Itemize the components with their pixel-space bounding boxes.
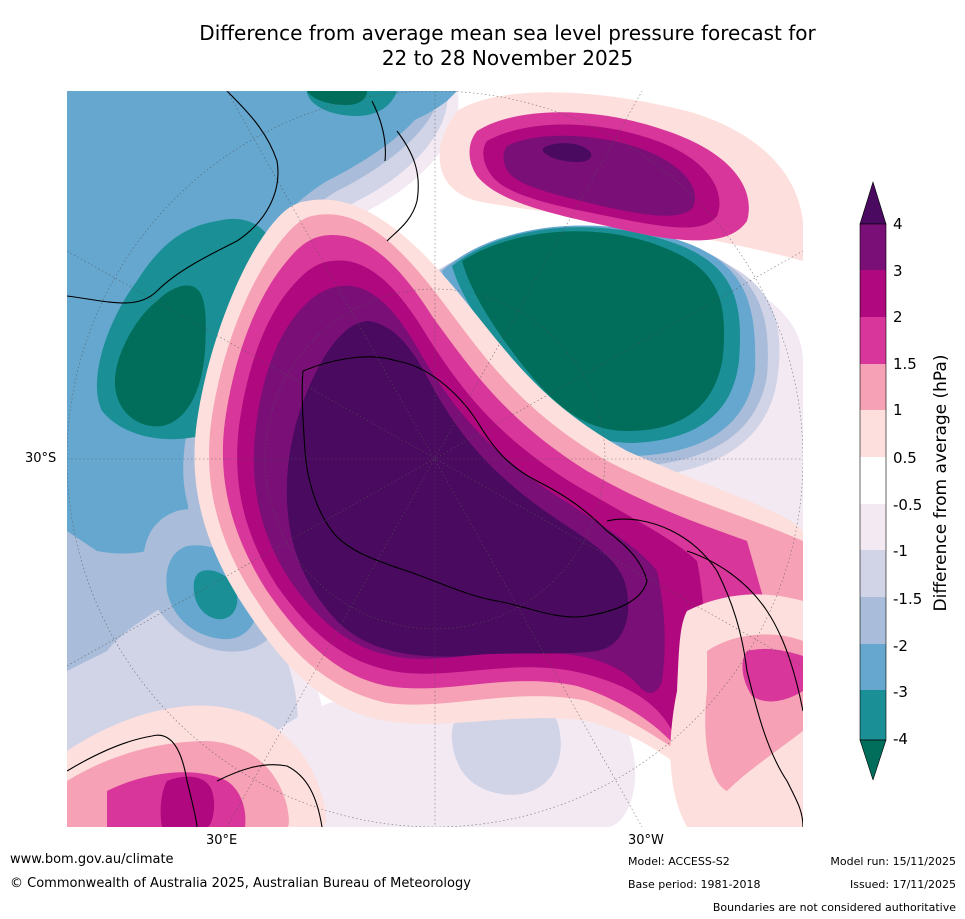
colorbar-tick-label: 3 (893, 262, 903, 280)
colorbar-tick-label: -4 (893, 730, 908, 748)
issued-date: Issued: 17/11/2025 (849, 878, 956, 891)
map-title: Difference from average mean sea level p… (150, 21, 865, 71)
title-line-1: Difference from average mean sea level p… (199, 21, 816, 45)
colorbar-tick-label: -1.5 (893, 590, 923, 608)
colorbar-tick-label: 2 (893, 308, 903, 326)
positive-anomaly-southafrica (67, 705, 326, 827)
colorbar-band-neutral (860, 457, 886, 504)
coastlines (67, 91, 803, 827)
colorbar-outline (859, 223, 887, 741)
positive-anomaly-antarctica (194, 199, 803, 806)
title-line-2: 22 to 28 November 2025 (381, 46, 634, 70)
negative-anomaly-south-pacific (407, 225, 803, 551)
boundaries-disclaimer: Boundaries are not considered authoritat… (712, 901, 956, 914)
footer-url[interactable]: www.bom.gov.au/climate (10, 852, 174, 867)
graticule (67, 91, 803, 827)
lat-label-30s: 30°S (25, 451, 57, 466)
colorbar-cap-top (859, 180, 887, 225)
lon-label-30e: 30°E (206, 833, 238, 848)
colorbar-tick-label: -1 (893, 542, 908, 560)
colorbar-band-0_5to1 (860, 410, 886, 457)
pressure-anomaly-map (67, 91, 803, 827)
base-period: Base period: 1981-2018 (628, 878, 761, 891)
colorbar-band-1to1_5 (860, 364, 886, 410)
colorbar-band-m1to-0_5 (860, 504, 886, 550)
colorbar-tick-label: 1 (893, 401, 903, 419)
colorbar-band-m4to-3 (860, 690, 886, 740)
colorbar-tick-label: -0.5 (893, 496, 923, 514)
model-run-date: Model run: 15/11/2025 (830, 855, 956, 868)
lon-label-30w: 30°W (628, 833, 664, 848)
colorbar-band-2to3 (860, 270, 886, 317)
positive-anomaly-northeast (439, 92, 803, 261)
colorbar-tick-label: -2 (893, 637, 908, 655)
colorbar-tick-label: 0.5 (893, 449, 917, 467)
footer-copyright: © Commonwealth of Australia 2025, Austra… (10, 876, 471, 891)
colorbar-cap-bottom (859, 739, 887, 780)
colorbar-band-m1_5to-1 (860, 550, 886, 597)
colorbar-tick-label: 4 (893, 215, 903, 233)
colorbar-band-m3to-2 (860, 644, 886, 690)
colorbar-band-1_5to2 (860, 317, 886, 364)
colorbar-tick-label: -3 (893, 683, 908, 701)
colorbar-band-m2to-1_5 (860, 597, 886, 644)
colorbar-svg (859, 180, 887, 780)
colorbar-tick-label: 1.5 (893, 355, 917, 373)
colorbar-band-3to4 (860, 224, 886, 270)
colorbar-title: Difference from average (hPa) (931, 354, 951, 612)
map-svg (67, 91, 803, 827)
positive-anomaly-southamerica (670, 594, 803, 827)
model-name: Model: ACCESS-S2 (628, 855, 730, 868)
